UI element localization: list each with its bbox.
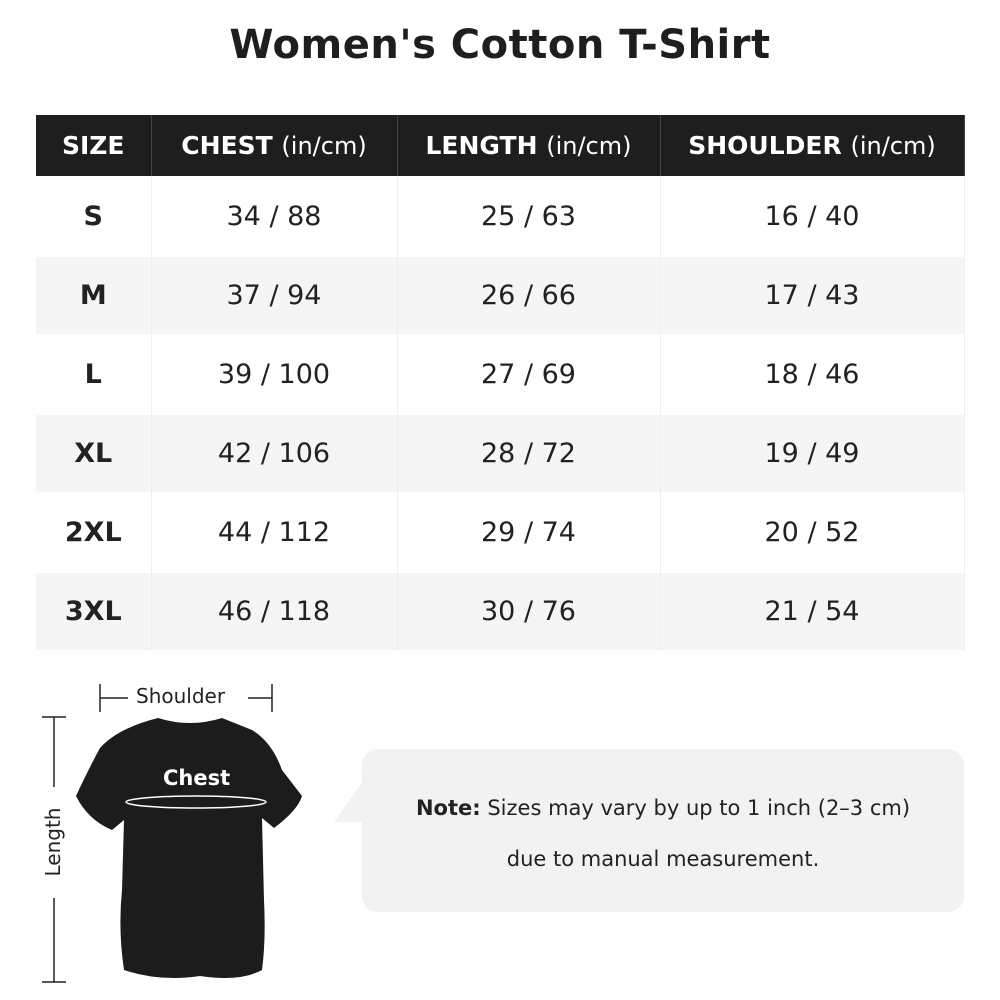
measurement-cell: 25 / 63: [397, 176, 661, 257]
column-header-label: SIZE: [61, 131, 125, 160]
measurement-cell: 28 / 72: [397, 415, 661, 492]
chest-label: Chest: [163, 766, 231, 790]
column-header: LENGTH (in/cm): [397, 115, 661, 176]
measurement-cell: 17 / 43: [660, 257, 965, 334]
measurement-cell: 16 / 40: [660, 176, 965, 257]
tshirt-diagram: [42, 684, 302, 983]
shoulder-label: Shoulder: [136, 684, 226, 708]
measurement-cell: 44 / 112: [151, 492, 398, 573]
size-cell: L: [36, 334, 152, 415]
measurement-cell: 46 / 118: [151, 573, 398, 650]
measurement-cell: 27 / 69: [397, 334, 661, 415]
measurement-cell: 39 / 100: [151, 334, 398, 415]
measurement-cell: 37 / 94: [151, 257, 398, 334]
column-header-label: CHEST: [181, 131, 273, 160]
table-row: S 34 / 88 25 / 63 16 / 40: [36, 176, 965, 257]
measurement-cell: 20 / 52: [660, 492, 965, 573]
measurement-cell: 26 / 66: [397, 257, 661, 334]
size-chart-table: SIZE CHEST (in/cm) LENGTH (in/cm) SHOULDER …: [36, 115, 965, 650]
table-row: 2XL 44 / 112 29 / 74 20 / 52: [36, 492, 965, 573]
tshirt-icon: [76, 718, 302, 978]
table-row: L 39 / 100 27 / 69 18 / 46: [36, 334, 965, 415]
column-header: SHOULDER (in/cm): [660, 115, 965, 176]
measurement-cell: 30 / 76: [397, 573, 661, 650]
table-row: 3XL 46 / 118 30 / 76 21 / 54: [36, 573, 965, 650]
size-cell: XL: [36, 415, 152, 492]
measurement-cell: 42 / 106: [151, 415, 398, 492]
measurement-cell: 18 / 46: [660, 334, 965, 415]
note-line-2: due to manual measurement.: [506, 847, 820, 871]
table-row: M 37 / 94 26 / 66 17 / 43: [36, 257, 965, 334]
measurement-cell: 21 / 54: [660, 573, 965, 650]
chest-measure-ellipse: [125, 795, 267, 809]
size-cell: S: [36, 176, 152, 257]
length-measure-line: [42, 716, 66, 983]
column-header: SIZE: [36, 115, 152, 176]
measurement-cell: 29 / 74: [397, 492, 661, 573]
column-header: CHEST (in/cm): [151, 115, 398, 176]
length-label: Length: [41, 807, 65, 877]
note-line-1: Sizes may vary by up to 1 inch (2–3 cm): [487, 796, 911, 820]
column-header-label: LENGTH: [425, 131, 538, 160]
shoulder-measure-line: [99, 684, 273, 712]
column-header-unit: (in/cm): [546, 132, 632, 160]
size-cell: 2XL: [36, 492, 152, 573]
column-header-unit: (in/cm): [850, 132, 936, 160]
column-header-label: SHOULDER: [688, 131, 842, 160]
size-cell: M: [36, 257, 152, 334]
page-title: Women's Cotton T-Shirt: [229, 22, 771, 68]
note-pointer: [334, 780, 364, 822]
column-header-unit: (in/cm): [281, 132, 367, 160]
table-row: XL 42 / 106 28 / 72 19 / 49: [36, 415, 965, 492]
measurement-cell: 34 / 88: [151, 176, 398, 257]
measurement-cell: 19 / 49: [660, 415, 965, 492]
size-cell: 3XL: [36, 573, 152, 650]
note-box: Note: Sizes may vary by up to 1 inch (2–…: [362, 749, 964, 912]
note-label: Note:: [415, 796, 481, 820]
